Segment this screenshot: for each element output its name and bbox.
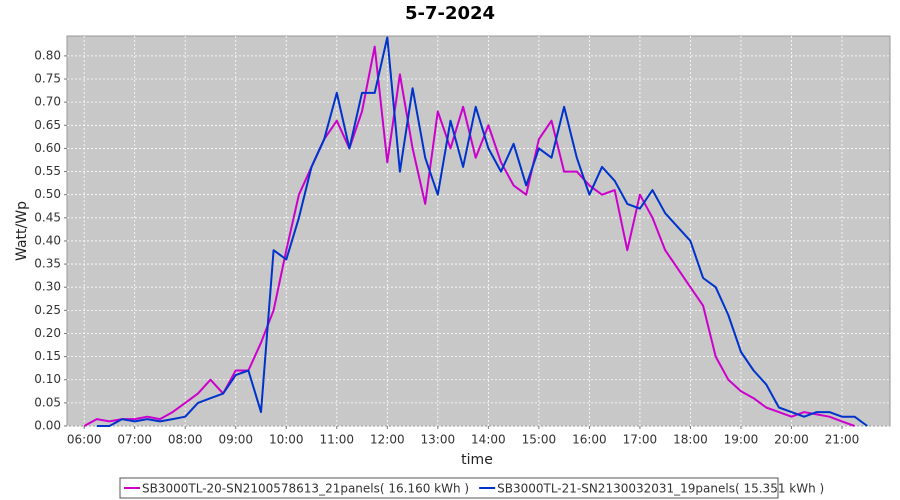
series-line [96,36,868,427]
y-tick-label: 0.75 [34,72,61,86]
legend-label: SB3000TL-21-SN2130032031_19panels( 15.35… [497,482,824,496]
y-tick-label: 0.55 [34,164,61,178]
x-tick-label: 21:00 [825,433,860,447]
plot-area [66,35,891,427]
x-tick-label: 18:00 [673,433,708,447]
x-tick-label: 19:00 [724,433,759,447]
y-tick-label: 0.15 [34,349,61,363]
x-axis-label: time [461,452,493,468]
y-tick-label: 0.60 [34,141,61,155]
y-axis-label: Watt/Wp [14,201,30,261]
x-tick-label: 14:00 [471,433,506,447]
y-tick-label: 0.10 [34,372,61,386]
x-tick-label: 15:00 [522,433,557,447]
y-tick-label: 0.65 [34,118,61,132]
x-tick-label: 12:00 [370,433,405,447]
x-tick-label: 07:00 [117,433,152,447]
y-tick-label: 0.80 [34,48,61,62]
y-tick-label: 0.40 [34,233,61,247]
y-tick-label: 0.05 [34,395,61,409]
y-tick-label: 0.25 [34,303,61,317]
y-tick-label: 0.30 [34,280,61,294]
legend [119,477,779,499]
x-tick-label: 13:00 [421,433,456,447]
x-tick-label: 06:00 [67,433,102,447]
y-tick-label: 0.20 [34,326,61,340]
y-tick-label: 0.00 [34,419,61,433]
y-tick-label: 0.70 [34,95,61,109]
x-tick-label: 16:00 [572,433,607,447]
x-tick-label: 09:00 [218,433,253,447]
y-tick-label: 0.45 [34,210,61,224]
x-tick-label: 20:00 [774,433,809,447]
y-tick-label: 0.35 [34,257,61,271]
chart-title: 5-7-2024 [405,3,495,24]
legend-label: SB3000TL-20-SN2100578613_21panels( 16.16… [142,482,469,496]
x-tick-label: 11:00 [319,433,354,447]
x-tick-label: 17:00 [623,433,658,447]
x-tick-label: 08:00 [168,433,203,447]
y-tick-label: 0.50 [34,187,61,201]
x-tick-label: 10:00 [269,433,304,447]
